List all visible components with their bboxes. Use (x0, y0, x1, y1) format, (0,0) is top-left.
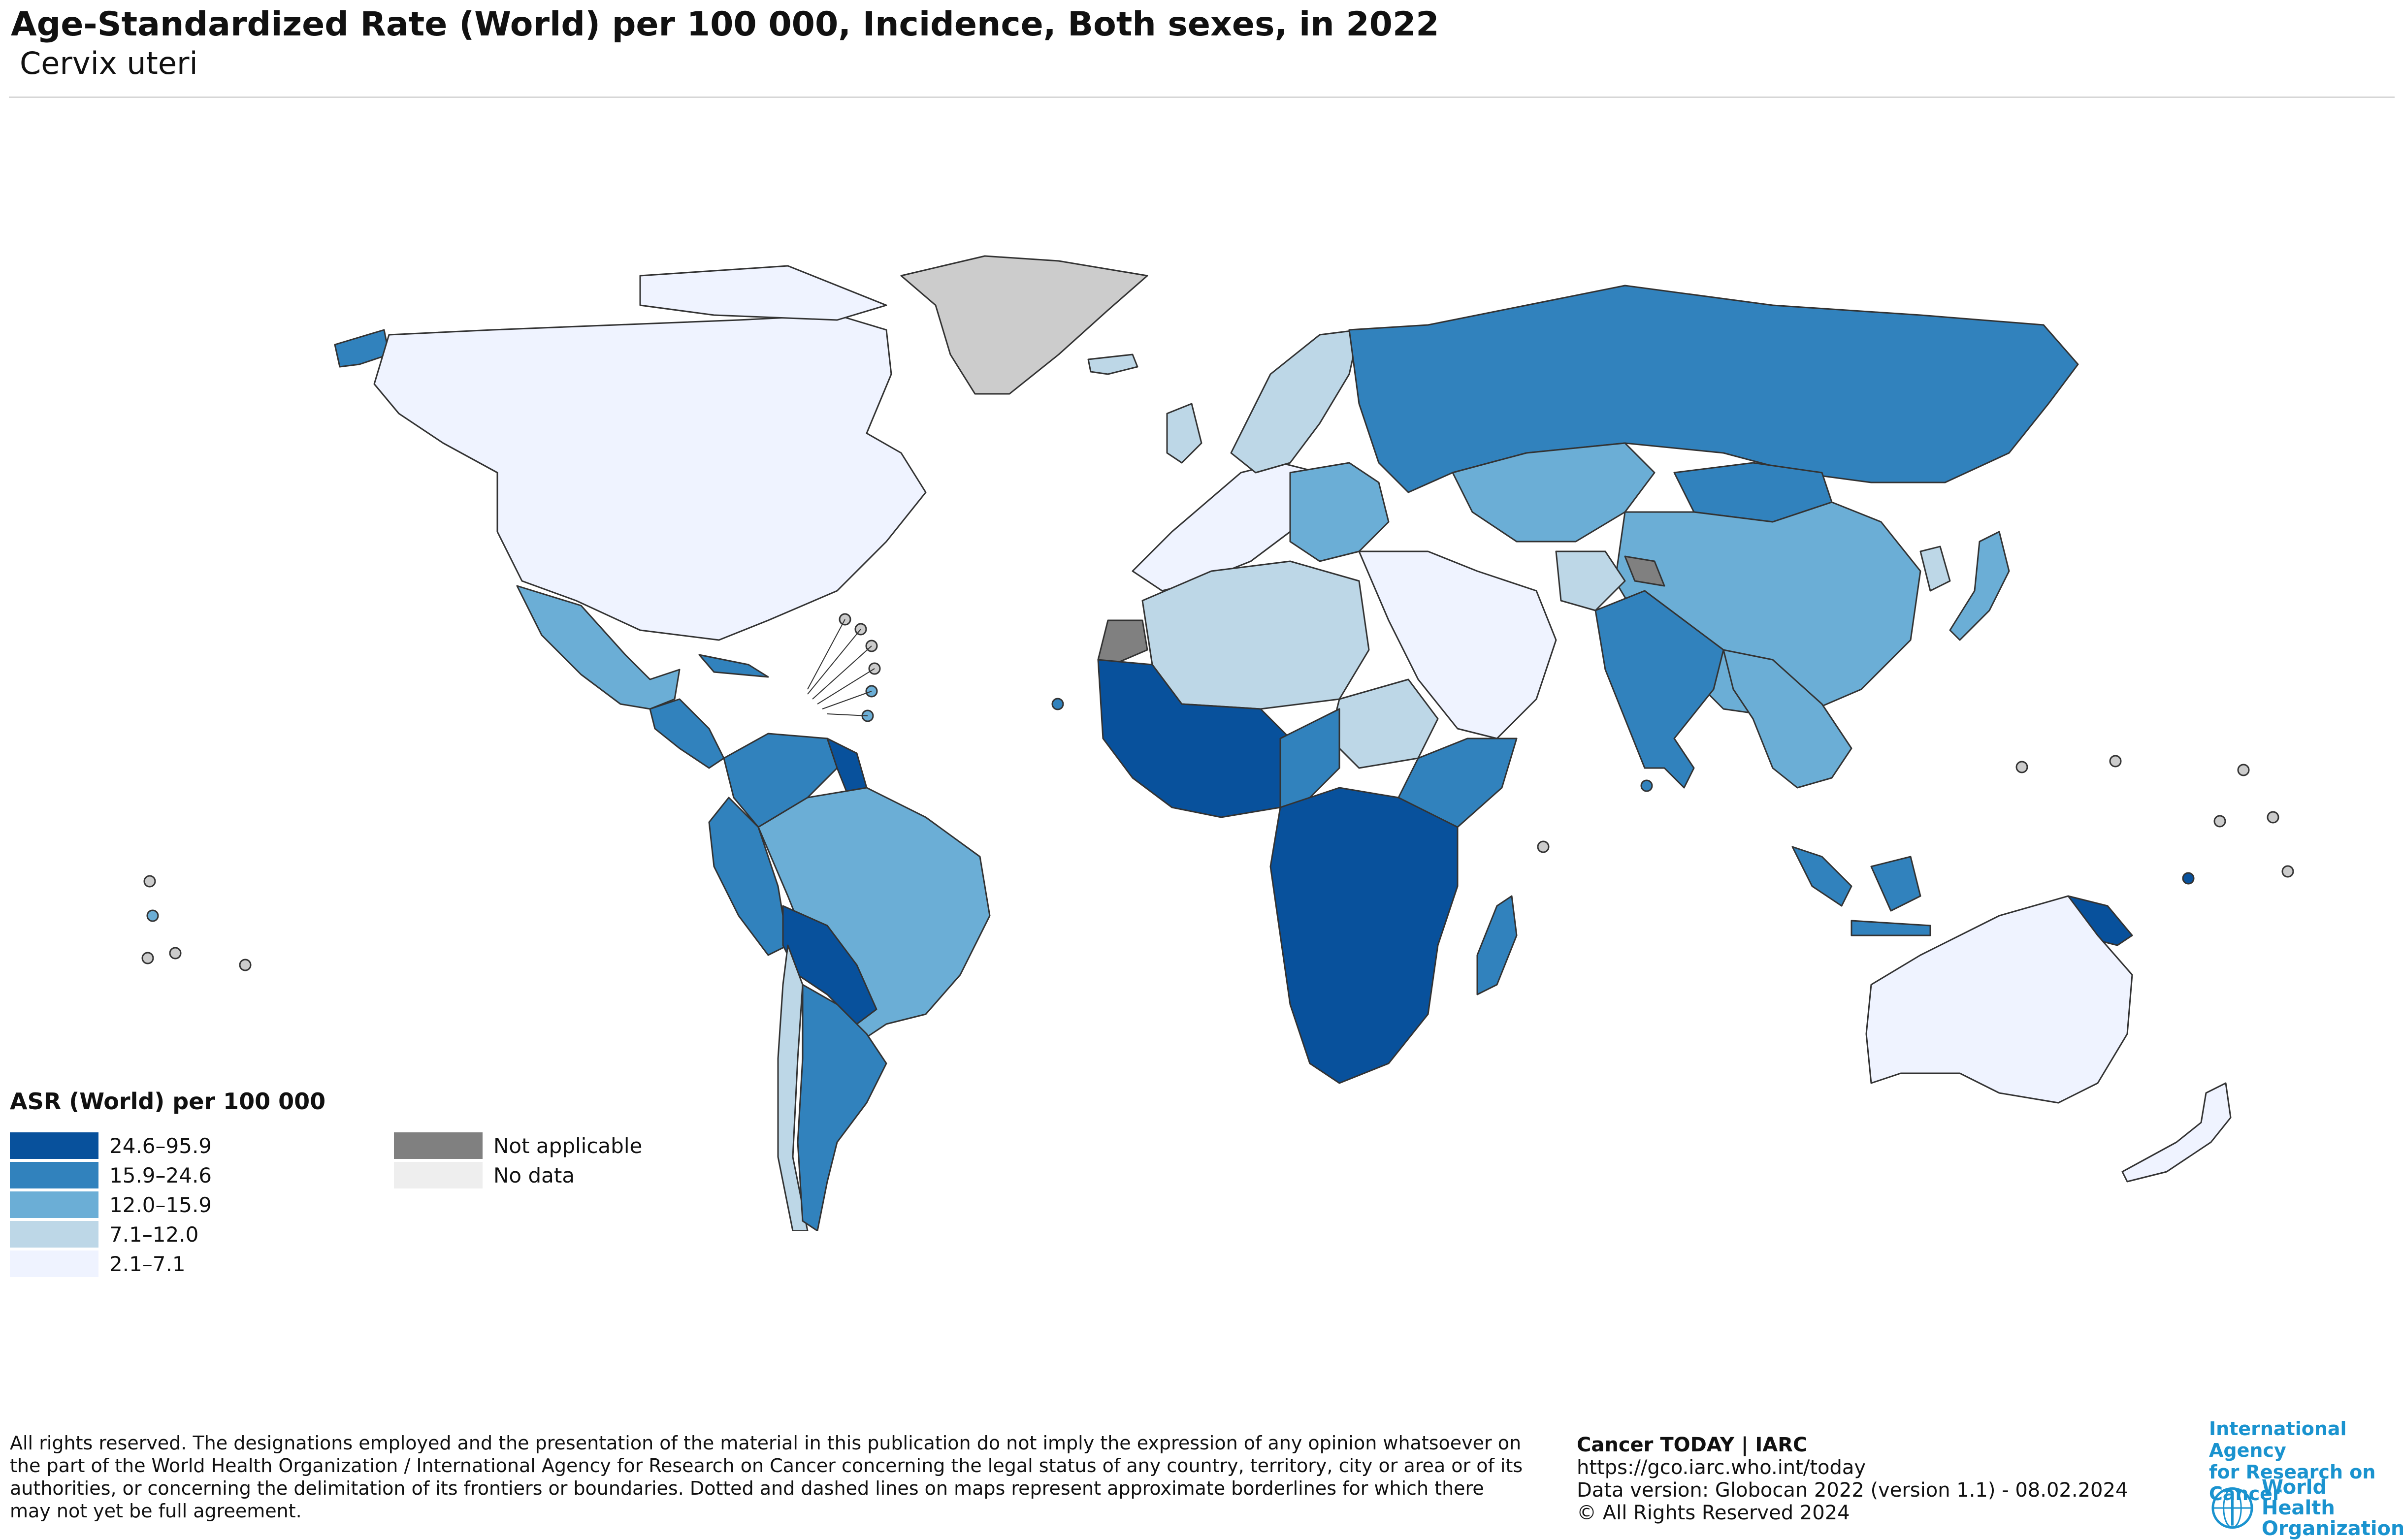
legend-label: No data (493, 1163, 575, 1187)
region-central-africa[interactable] (1279, 708, 1340, 808)
region-madagascar[interactable] (1476, 895, 1518, 995)
region-eastern-europe[interactable] (1289, 462, 1390, 562)
legend-swatch (10, 1162, 98, 1188)
region-uk-ireland[interactable] (1166, 403, 1202, 464)
island-marker[interactable] (1640, 779, 1653, 792)
legend-item-5: 2.1–7.1 (10, 1251, 186, 1277)
region-arctic-islands[interactable] (639, 265, 887, 321)
legend-item-not-applicable: Not applicable (394, 1132, 642, 1159)
island-marker[interactable] (141, 952, 154, 964)
header-divider (9, 96, 2395, 98)
region-australia[interactable] (1865, 895, 2133, 1104)
legend-item-1: 24.6–95.9 (10, 1132, 212, 1159)
region-korea[interactable] (1919, 545, 1951, 592)
region-colombia-venezuela[interactable] (723, 733, 848, 828)
island-marker[interactable] (1537, 840, 1550, 853)
region-kashmir[interactable] (1624, 555, 1665, 587)
island-marker[interactable] (2182, 872, 2195, 885)
legend-title: ASR (World) per 100 000 (10, 1088, 326, 1115)
iarc-logo-line1: International Agency (2209, 1418, 2347, 1461)
region-indonesia[interactable] (1791, 846, 1931, 936)
region-canada-usa[interactable] (373, 314, 927, 641)
source-title: Cancer TODAY | IARC (1577, 1434, 1808, 1456)
region-afghanistan[interactable] (1555, 550, 1626, 611)
island-marker[interactable] (2213, 815, 2226, 828)
island-marker[interactable] (1051, 698, 1064, 710)
region-argentina[interactable] (797, 984, 887, 1231)
region-japan[interactable] (1949, 531, 2010, 641)
region-iceland[interactable] (1087, 353, 1138, 375)
region-sudan[interactable] (1329, 678, 1439, 769)
island-marker[interactable] (2281, 865, 2294, 878)
legend-label: 24.6–95.9 (109, 1133, 212, 1158)
world-choropleth-map (141, 255, 2294, 1231)
region-alaska[interactable] (334, 329, 390, 368)
region-greenland[interactable] (900, 255, 1148, 395)
legend-item-4: 7.1–12.0 (10, 1221, 198, 1248)
iarc-logo-line2: for Research on Cancer (2209, 1461, 2376, 1505)
legend-swatch (10, 1132, 98, 1159)
island-marker[interactable] (239, 959, 252, 971)
legend-item-2: 15.9–24.6 (10, 1162, 212, 1188)
who-logo: World Health Organization (2209, 1477, 2403, 1539)
legend-swatch (394, 1132, 483, 1159)
legend-swatch (10, 1251, 98, 1277)
region-mexico[interactable] (516, 585, 681, 710)
island-marker[interactable] (2237, 764, 2250, 776)
who-logo-line2: Organization (2261, 1517, 2403, 1540)
region-southeast-asia[interactable] (1722, 649, 1852, 789)
region-western-sahara[interactable] (1097, 619, 1148, 666)
copyright: © All Rights Reserved 2024 (1577, 1502, 1850, 1524)
region-chile[interactable] (777, 944, 809, 1231)
caribbean-leader-lines (807, 619, 875, 716)
legend-swatch (10, 1191, 98, 1218)
legend-swatch (10, 1221, 98, 1248)
legend-label: 7.1–12.0 (109, 1222, 199, 1247)
island-marker[interactable] (2015, 761, 2028, 773)
island-marker[interactable] (146, 909, 159, 922)
island-marker[interactable] (143, 875, 156, 888)
who-logo-line1: World Health (2261, 1476, 2335, 1519)
source-url[interactable]: https://gco.iarc.who.int/today (1577, 1456, 1866, 1479)
region-scandinavia[interactable] (1230, 329, 1360, 474)
region-middle-east[interactable] (1358, 550, 1557, 739)
legend-item-3: 12.0–15.9 (10, 1191, 212, 1218)
legend-label: Not applicable (493, 1133, 643, 1158)
region-central-america[interactable] (649, 698, 725, 769)
credits-block: Cancer TODAY | IARC https://gco.iarc.who… (1577, 1434, 2128, 1524)
region-cuba[interactable] (698, 654, 769, 678)
legend-item-no-data: No data (394, 1162, 575, 1188)
region-new-zealand[interactable] (2121, 1082, 2232, 1183)
map-title: Age-Standardized Rate (World) per 100 00… (11, 5, 1439, 44)
region-east-southern-africa[interactable] (1269, 787, 1459, 1084)
island-marker[interactable] (169, 947, 182, 960)
data-version: Data version: Globocan 2022 (version 1.1… (1577, 1479, 2128, 1502)
legend-label: 2.1–7.1 (109, 1251, 186, 1276)
map-subtitle: Cervix uteri (20, 45, 198, 81)
legend-swatch (394, 1162, 483, 1188)
legend-label: 15.9–24.6 (109, 1163, 212, 1187)
region-russia[interactable] (1348, 285, 2079, 493)
island-marker[interactable] (2109, 755, 2122, 768)
region-peru-ecuador[interactable] (708, 797, 789, 956)
who-emblem-icon (2211, 1487, 2253, 1529)
region-india[interactable] (1594, 590, 1724, 789)
disclaimer-text: All rights reserved. The designations em… (10, 1432, 1523, 1522)
island-marker[interactable] (2267, 811, 2279, 824)
iarc-logo: International Agency for Research on Can… (2209, 1418, 2396, 1505)
legend-label: 12.0–15.9 (109, 1192, 212, 1217)
